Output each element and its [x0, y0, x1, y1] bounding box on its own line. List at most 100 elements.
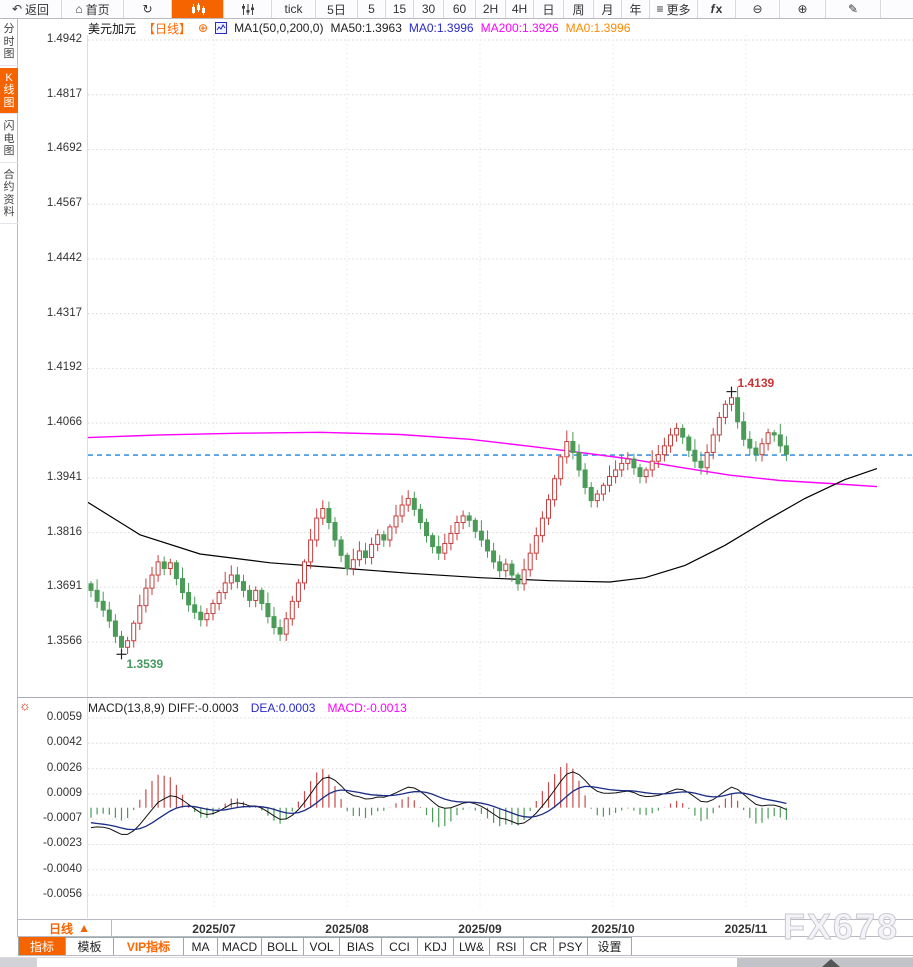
low-price-annotation: 1.3539	[126, 657, 164, 672]
toolbar-30m-button[interactable]: 30	[414, 0, 444, 18]
month-label: 2025/11	[724, 922, 768, 936]
tab-rsi[interactable]: RSI	[490, 937, 524, 955]
macd-axis-label: 0.0009	[46, 786, 82, 799]
price-axis-label: 1.4567	[46, 197, 82, 210]
tab-templates[interactable]: 模板	[66, 937, 114, 955]
tab-vol[interactable]: VOL	[304, 937, 340, 955]
tab-boll[interactable]: BOLL	[262, 937, 304, 955]
ma200-value: MA200:1.3926	[480, 21, 559, 35]
toolbar-5d-button[interactable]: 5日	[316, 0, 358, 18]
price-axis-label: 1.3566	[46, 635, 82, 648]
macd-axis-label: 0.0042	[46, 736, 82, 749]
price-axis-label: 1.4942	[46, 33, 82, 45]
ma0-blue-value: MA0:1.3996	[408, 21, 474, 35]
price-axis-label: 1.3691	[46, 580, 82, 593]
price-axis-label: 1.4066	[46, 416, 82, 429]
macd-axis-label: -0.0023	[42, 837, 82, 850]
indicator-settings-sun-icon[interactable]: ☼	[19, 698, 31, 713]
toolbar-year-button[interactable]: 年	[622, 0, 650, 18]
price-axis-label: 1.4192	[46, 361, 82, 374]
macd-axis-label: -0.0056	[42, 888, 82, 901]
toolbar-zoom-in-button[interactable]: ⊕	[780, 0, 826, 18]
sidebar-item-time-chart[interactable]: 分时图	[0, 19, 18, 66]
tab-psy[interactable]: PSY	[554, 937, 588, 955]
price-axis-label: 1.4692	[46, 142, 82, 155]
panel-divider	[18, 697, 913, 698]
candlestick-chart[interactable]	[88, 35, 913, 698]
tab-macd[interactable]: MACD	[218, 937, 262, 955]
toolbar-2h-button[interactable]: 2H	[476, 0, 506, 18]
month-label: 2025/08	[325, 922, 369, 936]
macd-dea-value: DEA:0.0003	[250, 701, 316, 715]
period-selector[interactable]: 日线 ▲	[28, 920, 112, 936]
top-toolbar: ↶ 返回 ⌂ 首页 ↻ tick 5日 5 15 30 60 2H 4H 日周月年 ≡ 更多 fx ⊖ ⊕ ✎	[0, 0, 913, 19]
add-indicator-icon[interactable]: ⊕	[198, 21, 209, 35]
zoom-in-icon: ⊕	[797, 2, 808, 16]
indicator-tabbar: 指标 模板 VIP指标 MA MACD BOLL VOL BIAS CCI KDJ LW& RSI CR…	[18, 937, 913, 956]
toolbar-month-button[interactable]: 月	[594, 0, 622, 18]
price-axis-label: 1.4817	[46, 87, 82, 100]
macd-chart[interactable]	[88, 712, 913, 908]
ma-settings-label: MA1(50,0,200,0)	[234, 21, 324, 35]
triangle-up-icon: ▲	[78, 921, 90, 935]
period-tag: 【日线】	[143, 21, 192, 36]
toolbar-draw-button[interactable]: ✎	[826, 0, 881, 18]
macd-title-diff: MACD(13,8,9) DIFF:-0.0003	[88, 701, 239, 715]
toolbar-tick-button[interactable]: tick	[272, 0, 316, 18]
sidebar-item-flash-chart[interactable]: 闪电图	[0, 116, 18, 163]
toolbar-4h-button[interactable]: 4H	[506, 0, 534, 18]
tabbar-filler	[632, 937, 913, 955]
high-price-annotation: 1.4139	[737, 375, 775, 390]
sliders-icon	[241, 3, 254, 15]
macd-header: MACD(13,8,9) DIFF:-0.0003 DEA:0.0003 MAC…	[88, 701, 407, 715]
macd-axis-label: 0.0026	[46, 761, 82, 774]
tab-cci[interactable]: CCI	[382, 937, 418, 955]
macd-macd-value: MACD:-0.0013	[327, 701, 407, 715]
tab-ma[interactable]: MA	[184, 937, 218, 955]
tab-indicators[interactable]: 指标	[18, 937, 66, 955]
sidebar-item-contract-info[interactable]: 合约资料	[0, 165, 18, 224]
toolbar-5m-button[interactable]: 5	[358, 0, 386, 18]
refresh-icon: ↻	[142, 2, 153, 16]
menu-icon: ≡	[656, 2, 664, 16]
toolbar-fx-button[interactable]: fx	[698, 0, 736, 18]
toolbar-week-button[interactable]: 周	[564, 0, 594, 18]
price-axis-label: 1.4317	[46, 306, 82, 319]
zoom-out-icon: ⊖	[752, 2, 763, 16]
plot-left-border	[87, 35, 88, 918]
toolbar-day-button[interactable]: 日	[534, 0, 564, 18]
month-label: 2025/09	[458, 922, 502, 936]
draw-icon: ✎	[847, 2, 859, 16]
tab-cr[interactable]: CR	[524, 937, 554, 955]
xaxis-row: 日线 ▲ 2025/07 2025/08 2025/09 2025/10 2025/11	[18, 919, 913, 937]
toolbar-60m-button[interactable]: 60	[444, 0, 476, 18]
scrollbar-left-block[interactable]	[0, 958, 37, 967]
tab-lw[interactable]: LW&	[454, 937, 490, 955]
tab-kdj[interactable]: KDJ	[418, 937, 454, 955]
mini-chart-icon[interactable]	[215, 22, 228, 34]
toolbar-home-button[interactable]: ⌂ 首页	[62, 0, 124, 18]
month-label: 2025/10	[591, 922, 635, 936]
tab-settings[interactable]: 设置	[588, 937, 632, 955]
toolbar-15m-button[interactable]: 15	[386, 0, 414, 18]
toolbar-more-button[interactable]: ≡ 更多	[650, 0, 698, 18]
symbol-name: 美元加元	[88, 21, 137, 36]
scrollbar-arrow-up-icon[interactable]	[822, 959, 840, 967]
tab-bias[interactable]: BIAS	[340, 937, 382, 955]
toolbar-refresh-button[interactable]: ↻	[124, 0, 172, 18]
home-icon: ⌂	[75, 2, 83, 16]
back-arrow-icon: ↶	[11, 2, 23, 16]
price-axis-label: 1.3941	[46, 470, 82, 483]
horizontal-scrollbar[interactable]	[0, 957, 913, 967]
price-axis-label: 1.4442	[46, 251, 82, 264]
toolbar-candlestick-chart-button[interactable]	[172, 0, 224, 18]
toolbar-back-button[interactable]: ↶ 返回	[0, 0, 62, 18]
ma0-orange-value: MA0:1.3996	[565, 21, 631, 35]
toolbar-zoom-out-button[interactable]: ⊖	[736, 0, 780, 18]
macd-axis-label: -0.0040	[42, 862, 82, 875]
fx-icon: fx	[710, 2, 723, 16]
toolbar-indicator-settings-button[interactable]	[224, 0, 272, 18]
tab-vip-indicators[interactable]: VIP指标	[114, 937, 184, 955]
